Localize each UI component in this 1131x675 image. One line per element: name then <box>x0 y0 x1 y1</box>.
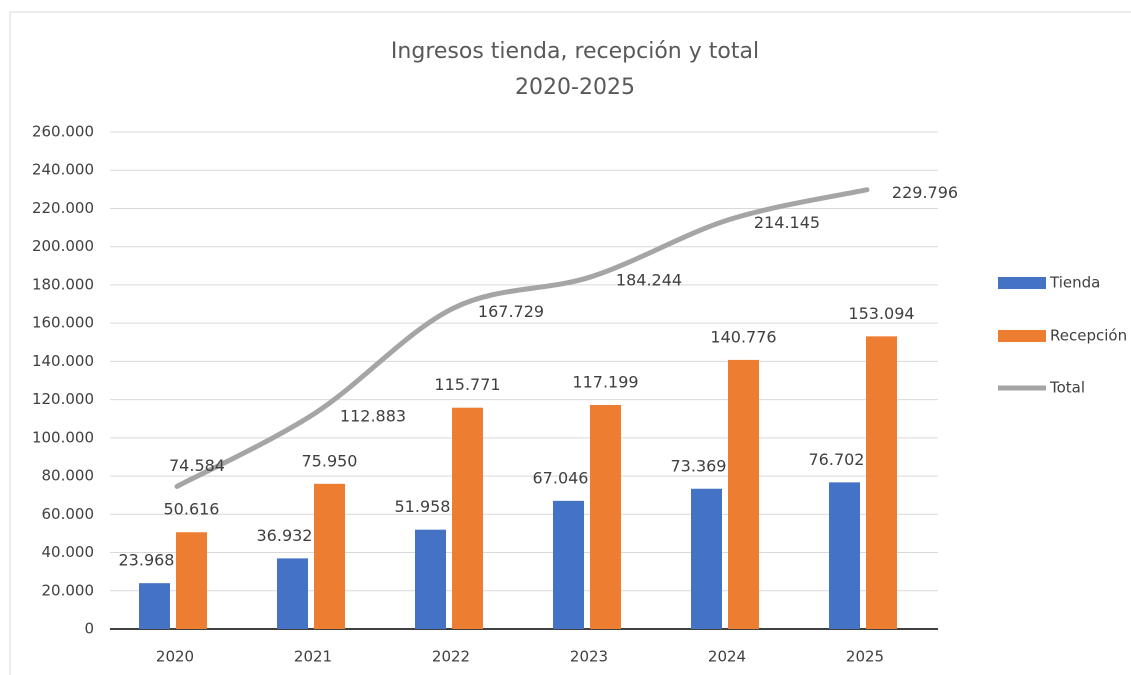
data-label: 50.616 <box>164 500 220 519</box>
legend-label: Tienda <box>1049 274 1100 292</box>
y-tick-label: 140.000 <box>32 352 94 370</box>
bar <box>277 558 308 629</box>
legend-swatch <box>998 330 1046 342</box>
y-tick-label: 0 <box>84 620 94 638</box>
x-tick-label: 2025 <box>846 648 884 666</box>
x-tick-label: 2020 <box>156 648 194 666</box>
y-tick-label: 220.000 <box>32 199 94 217</box>
legend-label: Total <box>1049 379 1085 397</box>
data-label: 73.369 <box>671 456 727 475</box>
x-tick-label: 2024 <box>708 648 746 666</box>
data-label: 76.702 <box>809 450 865 469</box>
data-label: 214.145 <box>754 213 820 232</box>
bar <box>415 529 446 629</box>
bar <box>728 359 759 629</box>
bar <box>866 336 897 629</box>
data-label: 75.950 <box>302 451 358 470</box>
y-tick-label: 120.000 <box>32 390 94 408</box>
bar <box>829 482 860 629</box>
data-label: 117.199 <box>572 372 638 391</box>
bar <box>139 583 170 629</box>
chart-frame <box>9 11 1131 675</box>
legend-swatch <box>998 277 1046 289</box>
data-label: 167.729 <box>478 302 544 321</box>
x-tick-label: 2022 <box>432 648 470 666</box>
y-tick-label: 160.000 <box>32 314 94 332</box>
data-label: 115.771 <box>434 375 500 394</box>
data-label: 153.094 <box>848 304 914 323</box>
chart-title: Ingresos tienda, recepción y total <box>391 39 759 64</box>
line <box>174 187 870 489</box>
y-tick-label: 260.000 <box>32 123 94 141</box>
y-tick-label: 100.000 <box>32 428 94 446</box>
data-label: 229.796 <box>892 183 958 202</box>
data-label: 112.883 <box>340 407 406 426</box>
y-tick-label: 80.000 <box>42 467 95 485</box>
x-tick-label: 2021 <box>294 648 332 666</box>
data-label: 184.244 <box>616 270 682 289</box>
data-label: 67.046 <box>533 468 589 487</box>
bar <box>452 407 483 629</box>
legend-label: Recepción <box>1050 327 1127 345</box>
y-tick-label: 40.000 <box>42 543 95 561</box>
y-tick-label: 200.000 <box>32 237 94 255</box>
bar <box>314 483 345 629</box>
bar <box>553 500 584 629</box>
data-label: 140.776 <box>710 327 776 346</box>
data-label: 23.968 <box>119 551 175 570</box>
data-label: 74.584 <box>169 456 225 475</box>
data-label: 51.958 <box>395 497 451 516</box>
y-tick-label: 180.000 <box>32 275 94 293</box>
y-tick-label: 20.000 <box>42 581 95 599</box>
bar <box>590 404 621 629</box>
x-tick-label: 2023 <box>570 648 608 666</box>
bar <box>691 488 722 629</box>
data-label: 36.932 <box>257 526 313 545</box>
bar <box>176 532 207 629</box>
y-tick-label: 60.000 <box>42 505 95 523</box>
y-tick-label: 240.000 <box>32 161 94 179</box>
chart-subtitle: 2020-2025 <box>515 75 635 100</box>
